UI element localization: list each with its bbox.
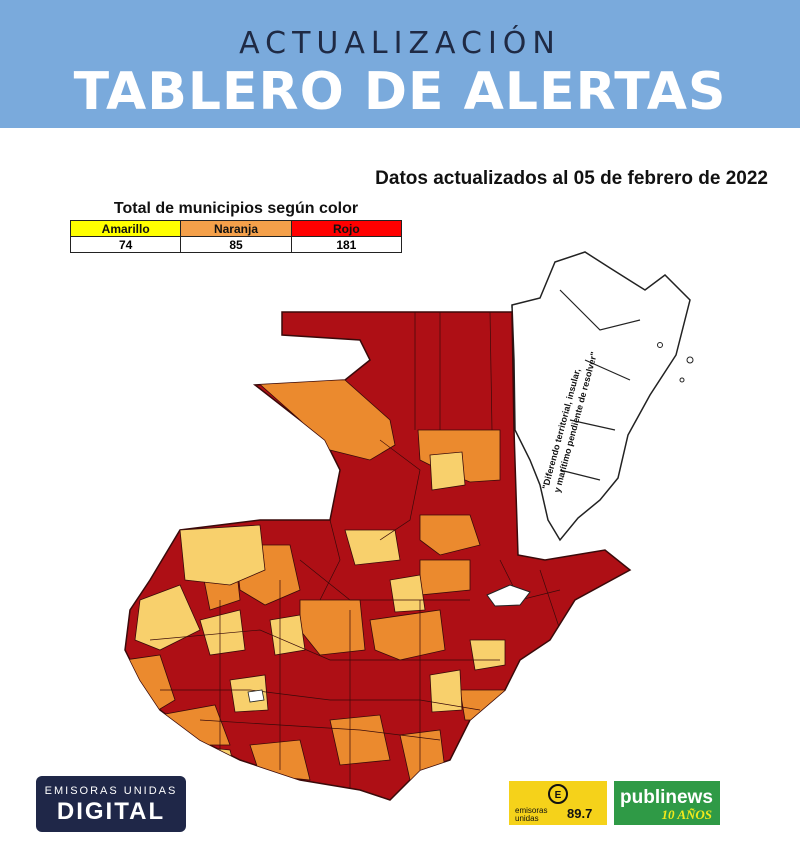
eu-emblem-icon: E xyxy=(548,784,568,804)
logo-left-line2: DIGITAL xyxy=(56,798,166,825)
island xyxy=(679,377,685,383)
logo-left-line1: EMISORAS UNIDAS xyxy=(44,785,178,797)
legend-yellow-label: Amarillo xyxy=(69,220,182,237)
legend-red-count: 181 xyxy=(290,236,403,253)
lake-izabal xyxy=(486,584,531,607)
header-banner: ACTUALIZACIÓN TABLERO DE ALERTAS xyxy=(0,0,800,128)
svg-text:E: E xyxy=(555,790,562,801)
header-subtitle: ACTUALIZACIÓN xyxy=(239,26,561,61)
island xyxy=(657,342,663,348)
header-title: TABLERO DE ALERTAS xyxy=(73,62,727,122)
emisoras-unidas-logo: E emisoras unidas 89.7 xyxy=(509,781,607,825)
emisoras-unidas-digital-logo: EMISORAS UNIDAS DIGITAL xyxy=(36,776,186,832)
belize-outline xyxy=(511,251,691,542)
logo-mid-line1: emisoras unidas xyxy=(515,806,548,823)
municipalities xyxy=(125,312,561,791)
lake-atitlan xyxy=(247,689,265,703)
legend-yellow-count: 74 xyxy=(69,236,182,253)
update-date: Datos actualizados al 05 de febrero de 2… xyxy=(375,168,768,189)
municipal-boundaries xyxy=(149,312,561,790)
map-area: "Diferendo territorial, insular, y marít… xyxy=(0,240,800,820)
legend-title: Total de municipios según color xyxy=(113,200,359,217)
legend-orange-label: Naranja xyxy=(180,220,292,237)
counts-table: Amarillo Naranja Rojo 74 85 181 xyxy=(69,220,403,253)
legend-red-label: Rojo xyxy=(290,220,403,237)
legend-orange-count: 85 xyxy=(180,236,292,253)
publinews-logo: publinews 10 AÑOS xyxy=(614,781,720,825)
legend-table: Total de municipios según color Amarillo… xyxy=(69,200,403,253)
guatemala-map: "Diferendo territorial, insular, y marít… xyxy=(124,251,694,801)
logo-mid-line2: 89.7 xyxy=(567,806,593,821)
logo-right-line1: publinews xyxy=(620,787,713,808)
logo-right-line2: 10 AÑOS xyxy=(661,807,712,822)
belize-district-lines xyxy=(559,289,641,481)
island xyxy=(686,356,694,364)
